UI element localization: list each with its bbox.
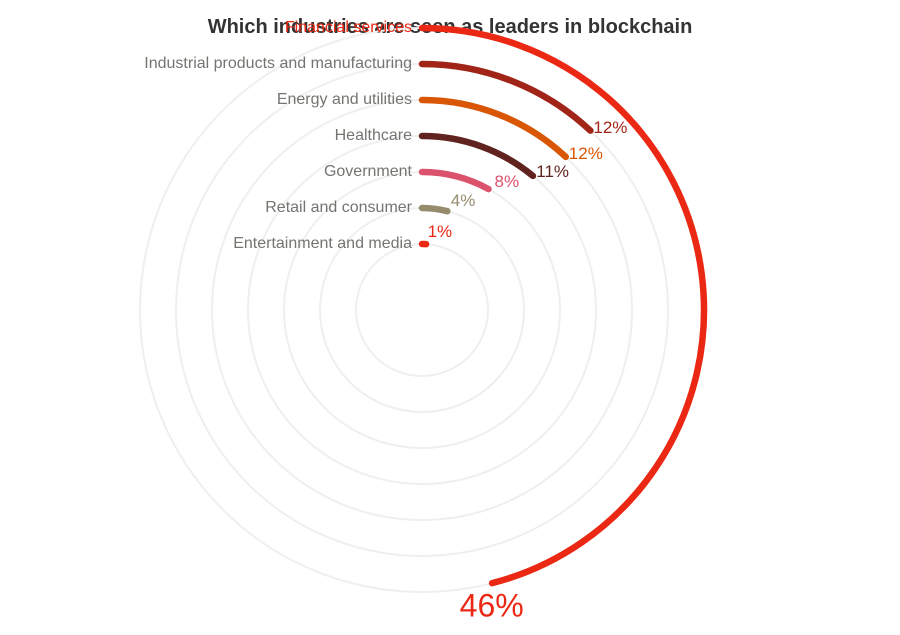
series-label: Healthcare <box>0 127 412 145</box>
series-value: 11% <box>536 162 569 182</box>
series-value: 1% <box>428 222 453 242</box>
series-label: Government <box>0 163 412 181</box>
series-value: 46% <box>460 587 524 624</box>
series-label: Financial services <box>0 19 412 37</box>
series-value: 8% <box>495 172 520 192</box>
series-label: Energy and utilities <box>0 91 412 109</box>
series-arc <box>422 172 488 189</box>
series-value: 12% <box>569 144 603 164</box>
background-ring <box>356 244 488 376</box>
background-ring <box>248 136 596 484</box>
series-label: Retail and consumer <box>0 199 412 217</box>
series-value: 4% <box>451 191 476 211</box>
series-value: 12% <box>593 118 627 138</box>
series-arc <box>422 208 447 211</box>
series-label: Entertainment and media <box>0 235 412 253</box>
series-label: Industrial products and manufacturing <box>0 55 412 73</box>
